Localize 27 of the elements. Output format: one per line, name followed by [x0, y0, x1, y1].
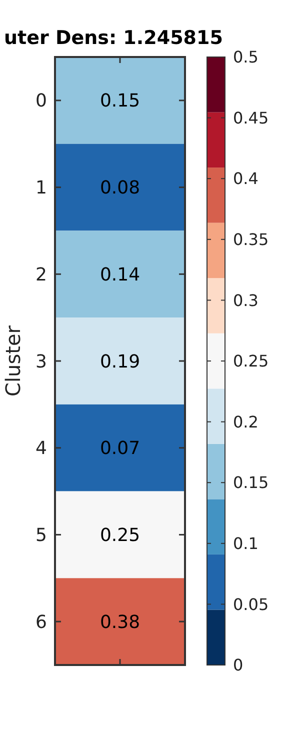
- color-bar-label: 0.5: [233, 48, 258, 67]
- y-tick-label: 5: [36, 525, 47, 546]
- y-axis-title: Cluster: [1, 324, 25, 396]
- data-label: 0.38: [100, 612, 140, 633]
- color-bar-label: 0.45: [233, 108, 269, 128]
- y-tick-label: 0: [36, 90, 47, 112]
- color-bar-label: 0.25: [233, 352, 269, 371]
- y-tick-label: 2: [36, 264, 47, 286]
- chart-title: uter Dens: 1.245815: [4, 27, 223, 49]
- data-label: 0.07: [100, 438, 140, 460]
- color-bar-label: 0.35: [233, 230, 269, 249]
- color-bar-label: 0.05: [233, 594, 269, 614]
- data-label: 0.14: [100, 264, 140, 286]
- color-bar-label: 0.4: [233, 169, 258, 188]
- data-label: 0.25: [100, 525, 140, 546]
- color-bar-label: 0.15: [233, 473, 269, 492]
- color-bar-label: 0.2: [233, 412, 258, 432]
- color-bar-label: 0: [233, 656, 244, 675]
- y-tick-label: 6: [36, 612, 47, 633]
- color-bar-label: 0.1: [233, 534, 258, 553]
- y-tick-label: 1: [36, 178, 47, 199]
- y-tick-label: 3: [36, 351, 47, 372]
- data-label: 0.15: [100, 90, 140, 112]
- color-bar-label: 0.3: [233, 290, 258, 310]
- data-label: 0.08: [100, 178, 140, 199]
- data-label: 0.19: [100, 351, 140, 372]
- y-tick-label: 4: [36, 438, 47, 460]
